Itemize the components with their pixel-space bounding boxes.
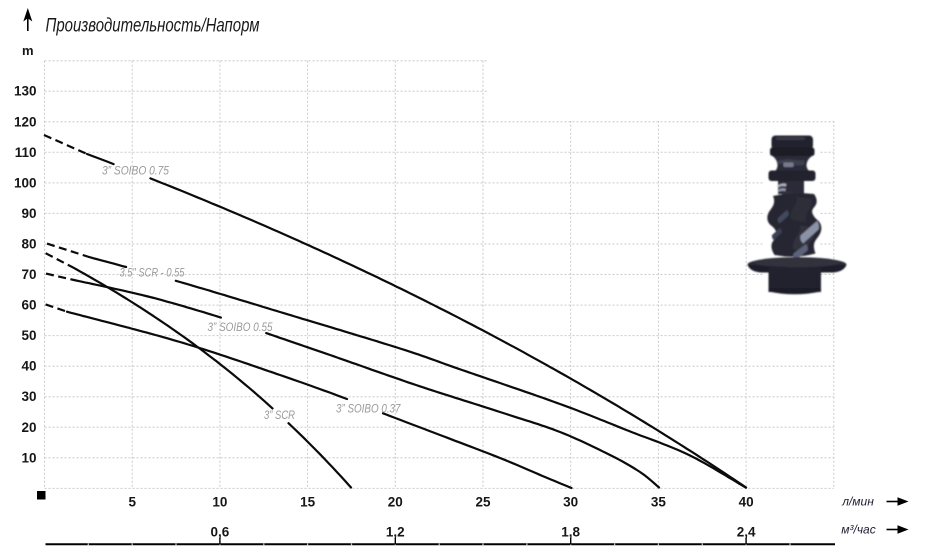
svg-text:100: 100	[14, 175, 37, 190]
svg-text:130: 130	[14, 84, 37, 99]
svg-text:3” SOIBO 0.37: 3” SOIBO 0.37	[336, 404, 401, 416]
svg-text:10: 10	[212, 495, 227, 510]
svg-text:3” SOIBO 0.75: 3” SOIBO 0.75	[102, 166, 170, 178]
svg-text:3” SCR: 3” SCR	[264, 410, 295, 422]
svg-text:20: 20	[21, 420, 36, 435]
svg-text:15: 15	[300, 495, 316, 510]
svg-text:35: 35	[651, 495, 667, 510]
svg-text:80: 80	[21, 237, 36, 252]
svg-text:10: 10	[21, 450, 36, 465]
svg-text:70: 70	[21, 267, 36, 282]
svg-text:90: 90	[21, 206, 36, 221]
svg-text:1,8: 1,8	[561, 525, 580, 540]
svg-text:л/мин: л/мин	[841, 495, 874, 509]
svg-text:м³/час: м³/час	[841, 523, 875, 537]
svg-text:Производительность/Напорм: Производительность/Напорм	[46, 16, 260, 37]
svg-text:5: 5	[128, 495, 136, 510]
svg-text:3.5" SCR - 0.55: 3.5" SCR - 0.55	[120, 268, 185, 280]
svg-text:40: 40	[739, 495, 754, 510]
svg-text:0,6: 0,6	[211, 525, 230, 540]
svg-text:30: 30	[21, 389, 36, 404]
svg-text:50: 50	[21, 328, 36, 343]
svg-text:30: 30	[563, 495, 578, 510]
svg-text:1,2: 1,2	[386, 525, 405, 540]
svg-text:110: 110	[15, 145, 37, 160]
svg-text:120: 120	[14, 114, 37, 129]
svg-text:25: 25	[475, 495, 491, 510]
svg-text:60: 60	[21, 298, 36, 313]
svg-text:2,4: 2,4	[737, 525, 756, 540]
svg-text:3” SOIBO 0.55: 3” SOIBO 0.55	[208, 322, 274, 334]
svg-text:40: 40	[21, 359, 36, 374]
svg-text:20: 20	[388, 495, 403, 510]
svg-text:m: m	[22, 43, 34, 58]
